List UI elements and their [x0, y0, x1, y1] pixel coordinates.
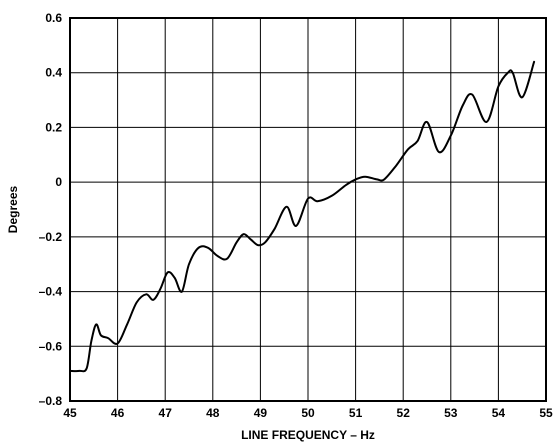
x-tick-label: 47 [159, 406, 173, 420]
x-tick-label: 51 [349, 406, 363, 420]
x-tick-label: 54 [492, 406, 506, 420]
x-tick-label: 53 [444, 406, 458, 420]
x-tick-label: 50 [301, 406, 315, 420]
y-axis-label: Degrees [6, 186, 20, 234]
tick-labels: 45 46 47 48 49 50 51 52 53 54 55 0.6 0.4 0.2 0 –0.2 –0.4… [39, 11, 553, 420]
x-tick-label: 46 [111, 406, 125, 420]
y-tick-label: 0 [55, 175, 62, 189]
y-tick-label: –0.6 [39, 339, 63, 353]
y-tick-label: –0.2 [39, 230, 63, 244]
y-tick-label: 0.6 [45, 11, 62, 25]
y-tick-label: 0.2 [45, 120, 62, 134]
series-line [69, 60, 536, 373]
y-tick-label: –0.8 [39, 394, 63, 408]
x-tick-label: 48 [206, 406, 220, 420]
x-axis-label: LINE FREQUENCY – Hz [241, 428, 375, 442]
x-tick-label: 52 [397, 406, 411, 420]
y-tick-label: –0.4 [39, 285, 63, 299]
plot-frame [69, 17, 547, 402]
x-tick-label: 49 [254, 406, 268, 420]
y-tick-label: 0.4 [45, 66, 62, 80]
x-tick-label: 55 [539, 406, 553, 420]
x-tick-label: 45 [63, 406, 77, 420]
grid [69, 17, 547, 402]
